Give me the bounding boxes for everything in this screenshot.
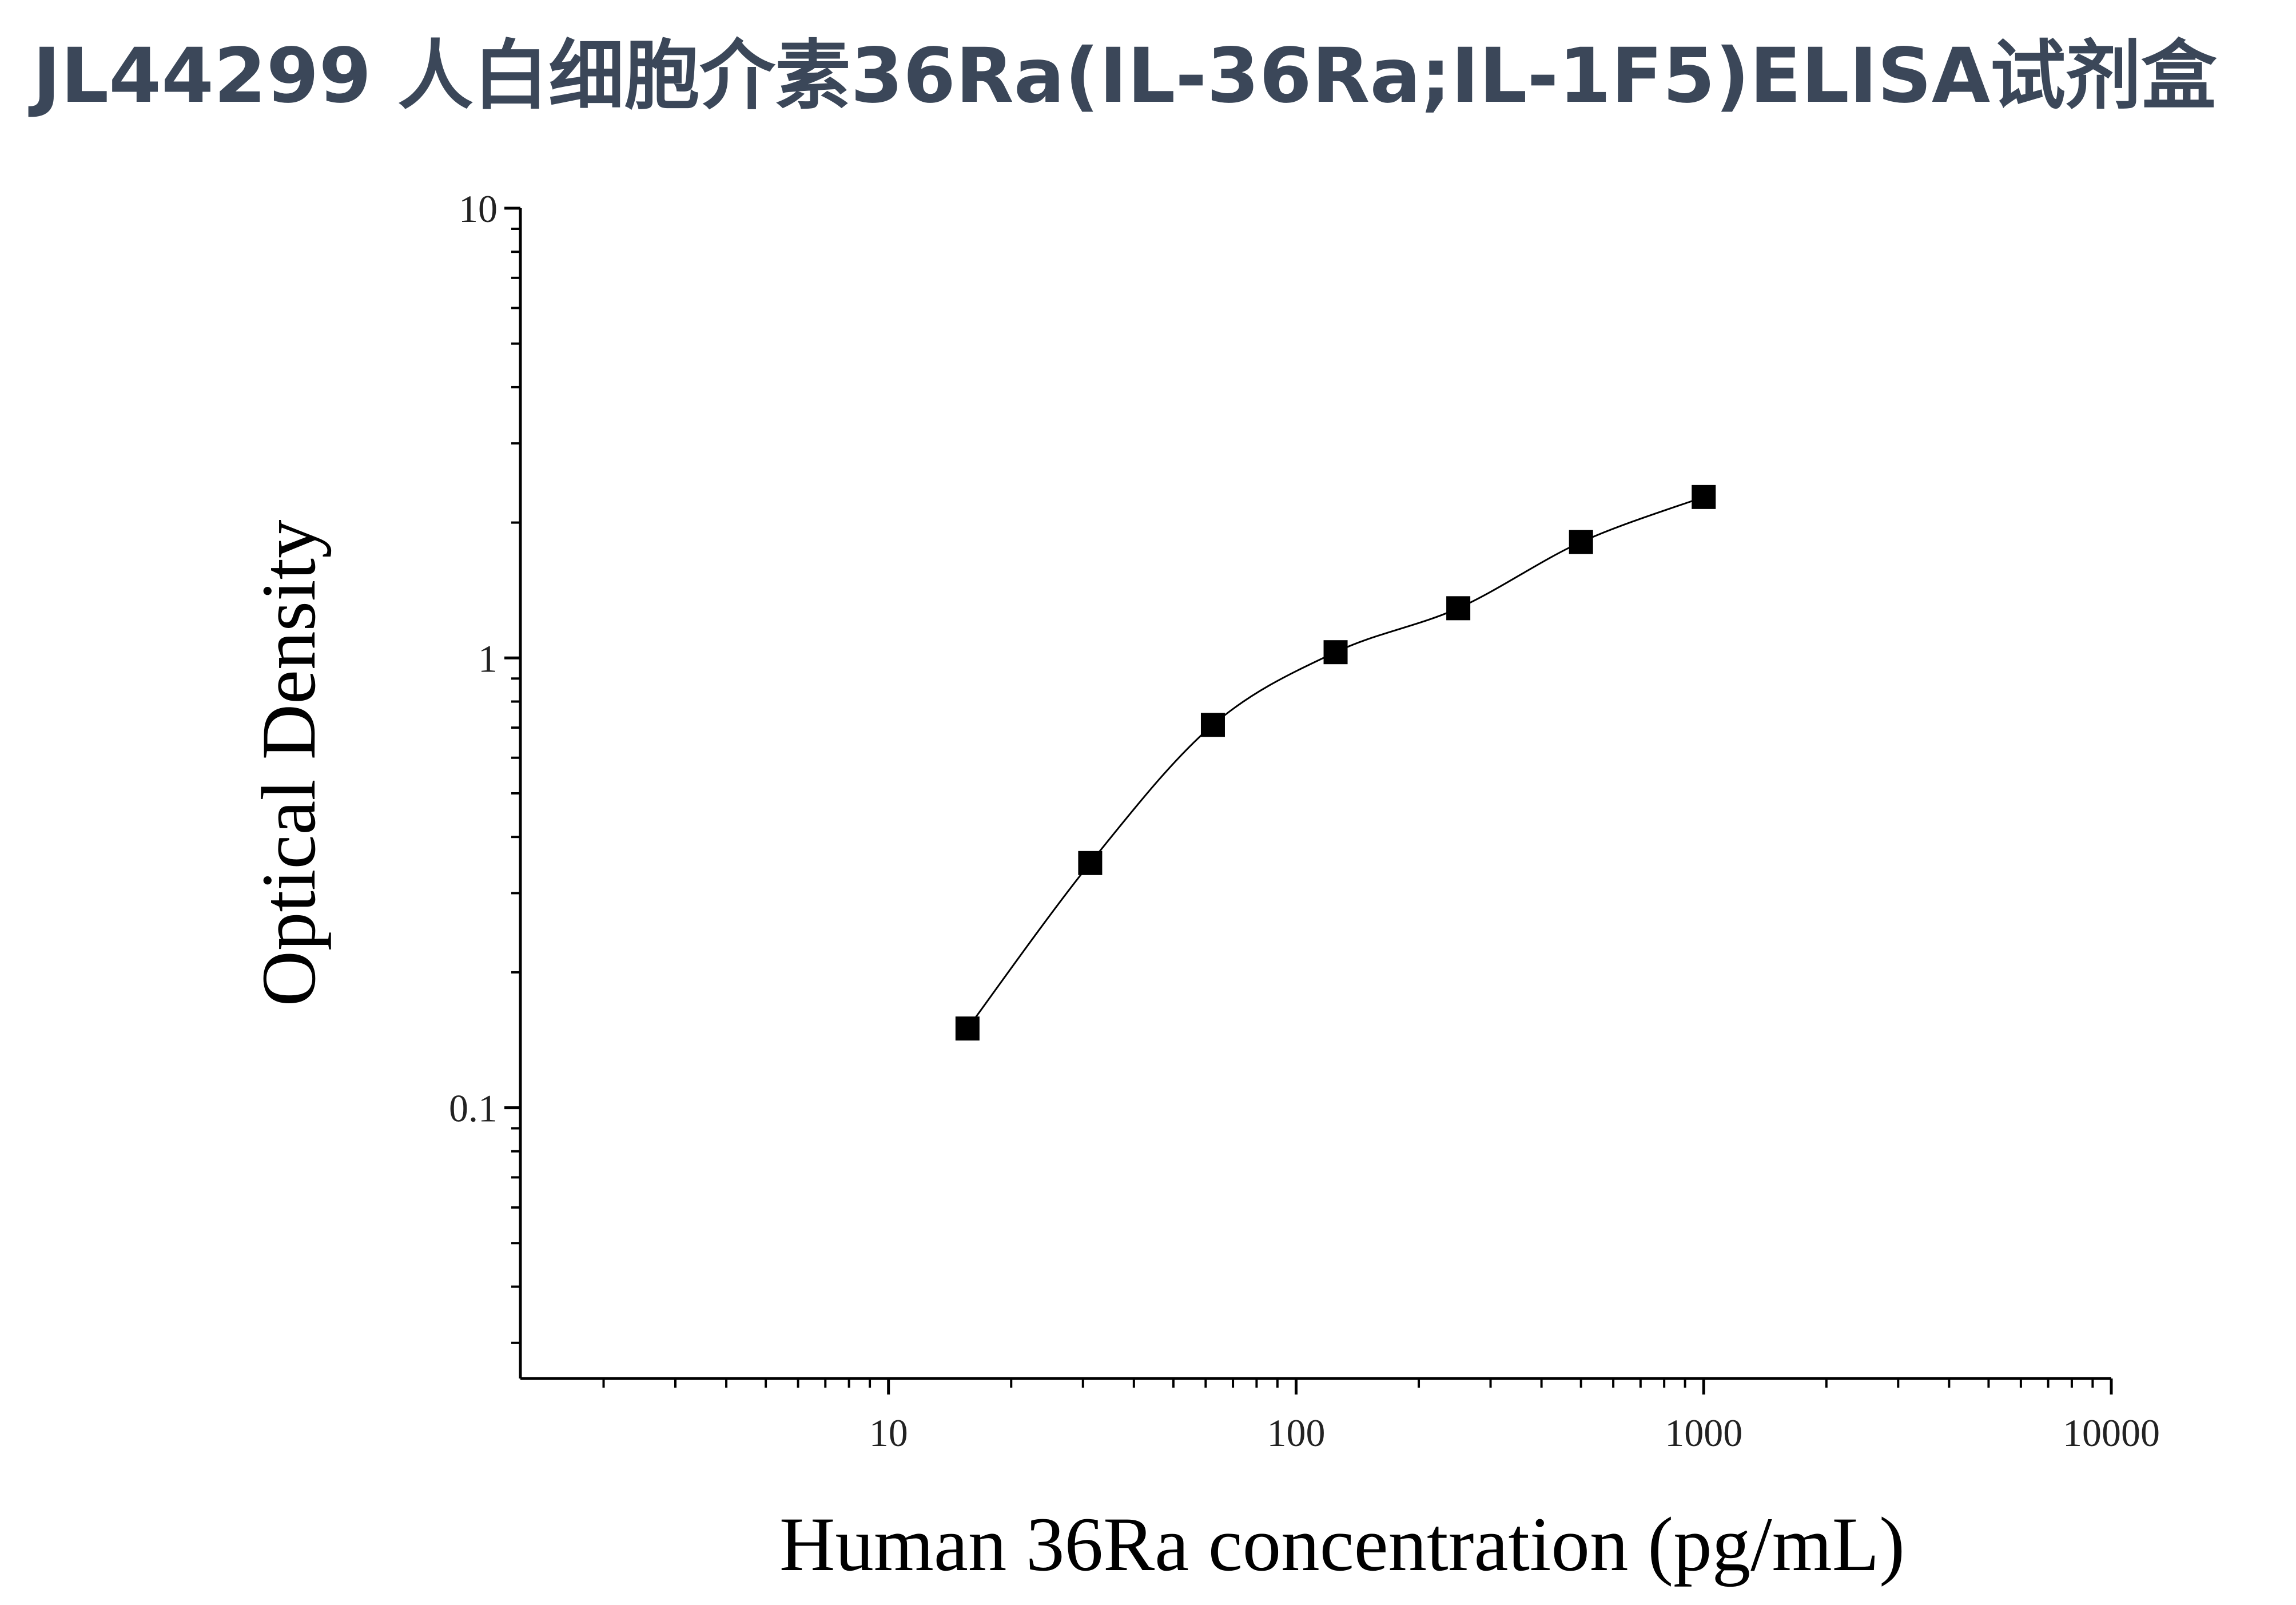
data-point — [1323, 640, 1348, 665]
x-tick-label: 10000 — [2063, 1411, 2160, 1455]
x-tick-label: 1000 — [1665, 1411, 1742, 1455]
data-point — [1692, 484, 1716, 509]
chart-title: JL44299 人白细胞介素36Ra(IL-36Ra;IL-1F5)ELISA试… — [28, 32, 2217, 120]
x-tick-label: 100 — [1267, 1411, 1325, 1455]
data-point — [955, 1016, 980, 1041]
data-point — [1569, 530, 1593, 554]
x-axis-label: Human 36Ra concentration (pg/mL) — [779, 1502, 1905, 1587]
y-tick-label: 1 — [478, 637, 498, 680]
y-tick-label: 10 — [459, 187, 498, 231]
y-axis-label: Optical Density — [246, 519, 332, 1006]
y-tick-label: 0.1 — [449, 1087, 498, 1130]
fit-curve — [966, 496, 1704, 1030]
data-point — [1078, 851, 1103, 875]
data-point — [1446, 596, 1471, 621]
x-tick-label: 10 — [869, 1411, 908, 1455]
data-point — [1200, 713, 1225, 737]
